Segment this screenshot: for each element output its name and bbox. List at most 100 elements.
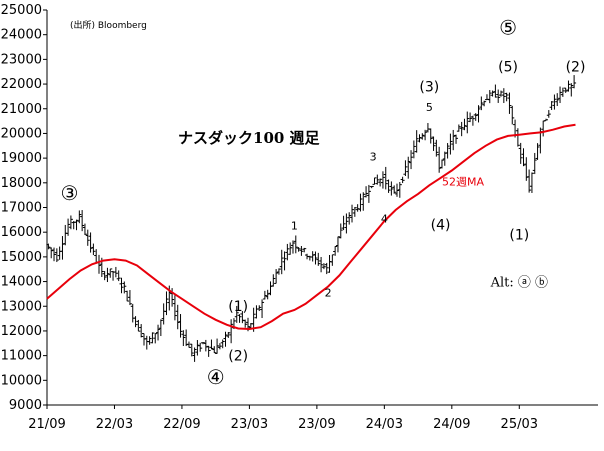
y-tick-label: 12000	[1, 324, 42, 339]
price-bar	[420, 133, 425, 140]
price-bar	[130, 303, 135, 323]
price-bar	[319, 256, 324, 273]
x-tick-label: 25/03	[501, 417, 538, 432]
price-bar	[394, 183, 399, 197]
price-bar	[136, 319, 141, 332]
wave-label: 1	[291, 220, 298, 233]
price-bar	[409, 150, 414, 170]
price-bar	[175, 304, 180, 330]
price-bar	[268, 281, 273, 296]
price-bar	[265, 289, 270, 300]
x-tick-label: 21/09	[28, 417, 65, 432]
price-bar	[116, 270, 121, 282]
price-bar	[566, 80, 571, 92]
price-bar	[518, 142, 523, 164]
price-bar	[524, 157, 529, 181]
price-bar	[403, 160, 408, 177]
price-bar	[186, 341, 191, 348]
price-bar	[510, 105, 515, 125]
wave-label: ⑤	[499, 16, 517, 40]
y-tick-label: 18000	[1, 176, 42, 191]
price-bar	[226, 332, 231, 338]
price-bar	[543, 118, 548, 122]
price-bar	[80, 210, 85, 232]
price-bar	[229, 319, 234, 344]
price-bar	[338, 223, 343, 239]
price-bar	[372, 177, 377, 185]
wave-label: 52週MA	[442, 175, 484, 188]
price-bar	[139, 324, 144, 338]
price-bar	[482, 100, 487, 107]
price-bar	[220, 339, 225, 349]
wave-label: ③	[61, 181, 79, 205]
price-bar	[448, 133, 453, 155]
price-bar	[85, 229, 90, 246]
price-bar	[462, 118, 467, 131]
price-bar	[156, 324, 161, 341]
price-bar	[119, 277, 124, 294]
y-tick-label: 24000	[1, 28, 42, 43]
price-bar	[434, 139, 439, 157]
price-bar	[423, 129, 428, 141]
price-bar	[549, 101, 554, 111]
price-bar	[397, 181, 402, 198]
price-bar	[234, 305, 239, 323]
price-bar	[333, 245, 338, 256]
price-bars	[46, 75, 577, 362]
price-bar	[68, 215, 73, 230]
wave-label: (5)	[498, 60, 518, 76]
price-bar	[274, 269, 279, 284]
price-bar	[189, 343, 194, 357]
y-tick-label: 16000	[1, 225, 42, 240]
y-tick-label: 22000	[1, 77, 42, 92]
price-bar	[350, 204, 355, 223]
price-bar	[63, 224, 68, 246]
wave-label: 3	[370, 151, 377, 164]
price-bar	[560, 87, 565, 97]
price-bar	[529, 172, 534, 193]
price-bar	[358, 193, 363, 212]
price-bar	[271, 274, 276, 287]
price-bar	[105, 267, 110, 283]
price-bar	[572, 75, 577, 89]
price-bar	[285, 243, 290, 261]
price-bar	[290, 240, 295, 254]
price-bar	[310, 251, 315, 262]
price-bar	[144, 335, 149, 350]
price-bar	[476, 105, 481, 123]
y-tick-label: 14000	[1, 275, 42, 290]
price-bar	[296, 247, 301, 252]
y-tick-label: 19000	[1, 151, 42, 166]
price-bar	[473, 113, 478, 121]
price-bar	[521, 148, 526, 167]
y-tick-label: 10000	[1, 373, 42, 388]
price-bar	[425, 123, 430, 133]
price-bar	[344, 213, 349, 234]
price-bar	[330, 254, 335, 266]
price-bar	[158, 319, 163, 337]
price-bar	[364, 186, 369, 198]
price-bar	[479, 96, 484, 111]
price-bar	[499, 90, 504, 97]
price-bar	[361, 192, 366, 211]
wave-label: (1)	[509, 228, 529, 244]
price-bar	[316, 252, 321, 266]
price-bar	[77, 210, 82, 224]
price-bar	[133, 316, 138, 328]
ma52-line	[46, 123, 576, 331]
y-tick-label: 25000	[1, 3, 42, 18]
price-bar	[164, 291, 169, 316]
price-bar	[260, 299, 265, 319]
price-bar	[389, 181, 394, 196]
price-bar	[147, 336, 152, 345]
x-axis-ticks: 21/09 22/03 22/09 23/03 23/09 24/03 24/09 25/03	[28, 405, 538, 432]
wave-label: ④	[207, 365, 225, 389]
price-bar	[46, 243, 51, 250]
price-bar	[254, 305, 259, 319]
wave-label: 4	[381, 212, 388, 225]
wave-label: (1)	[228, 299, 248, 315]
price-bar	[532, 152, 537, 175]
y-tick-label: 9000	[9, 398, 42, 413]
price-bar	[555, 93, 560, 107]
price-bar	[445, 143, 450, 159]
